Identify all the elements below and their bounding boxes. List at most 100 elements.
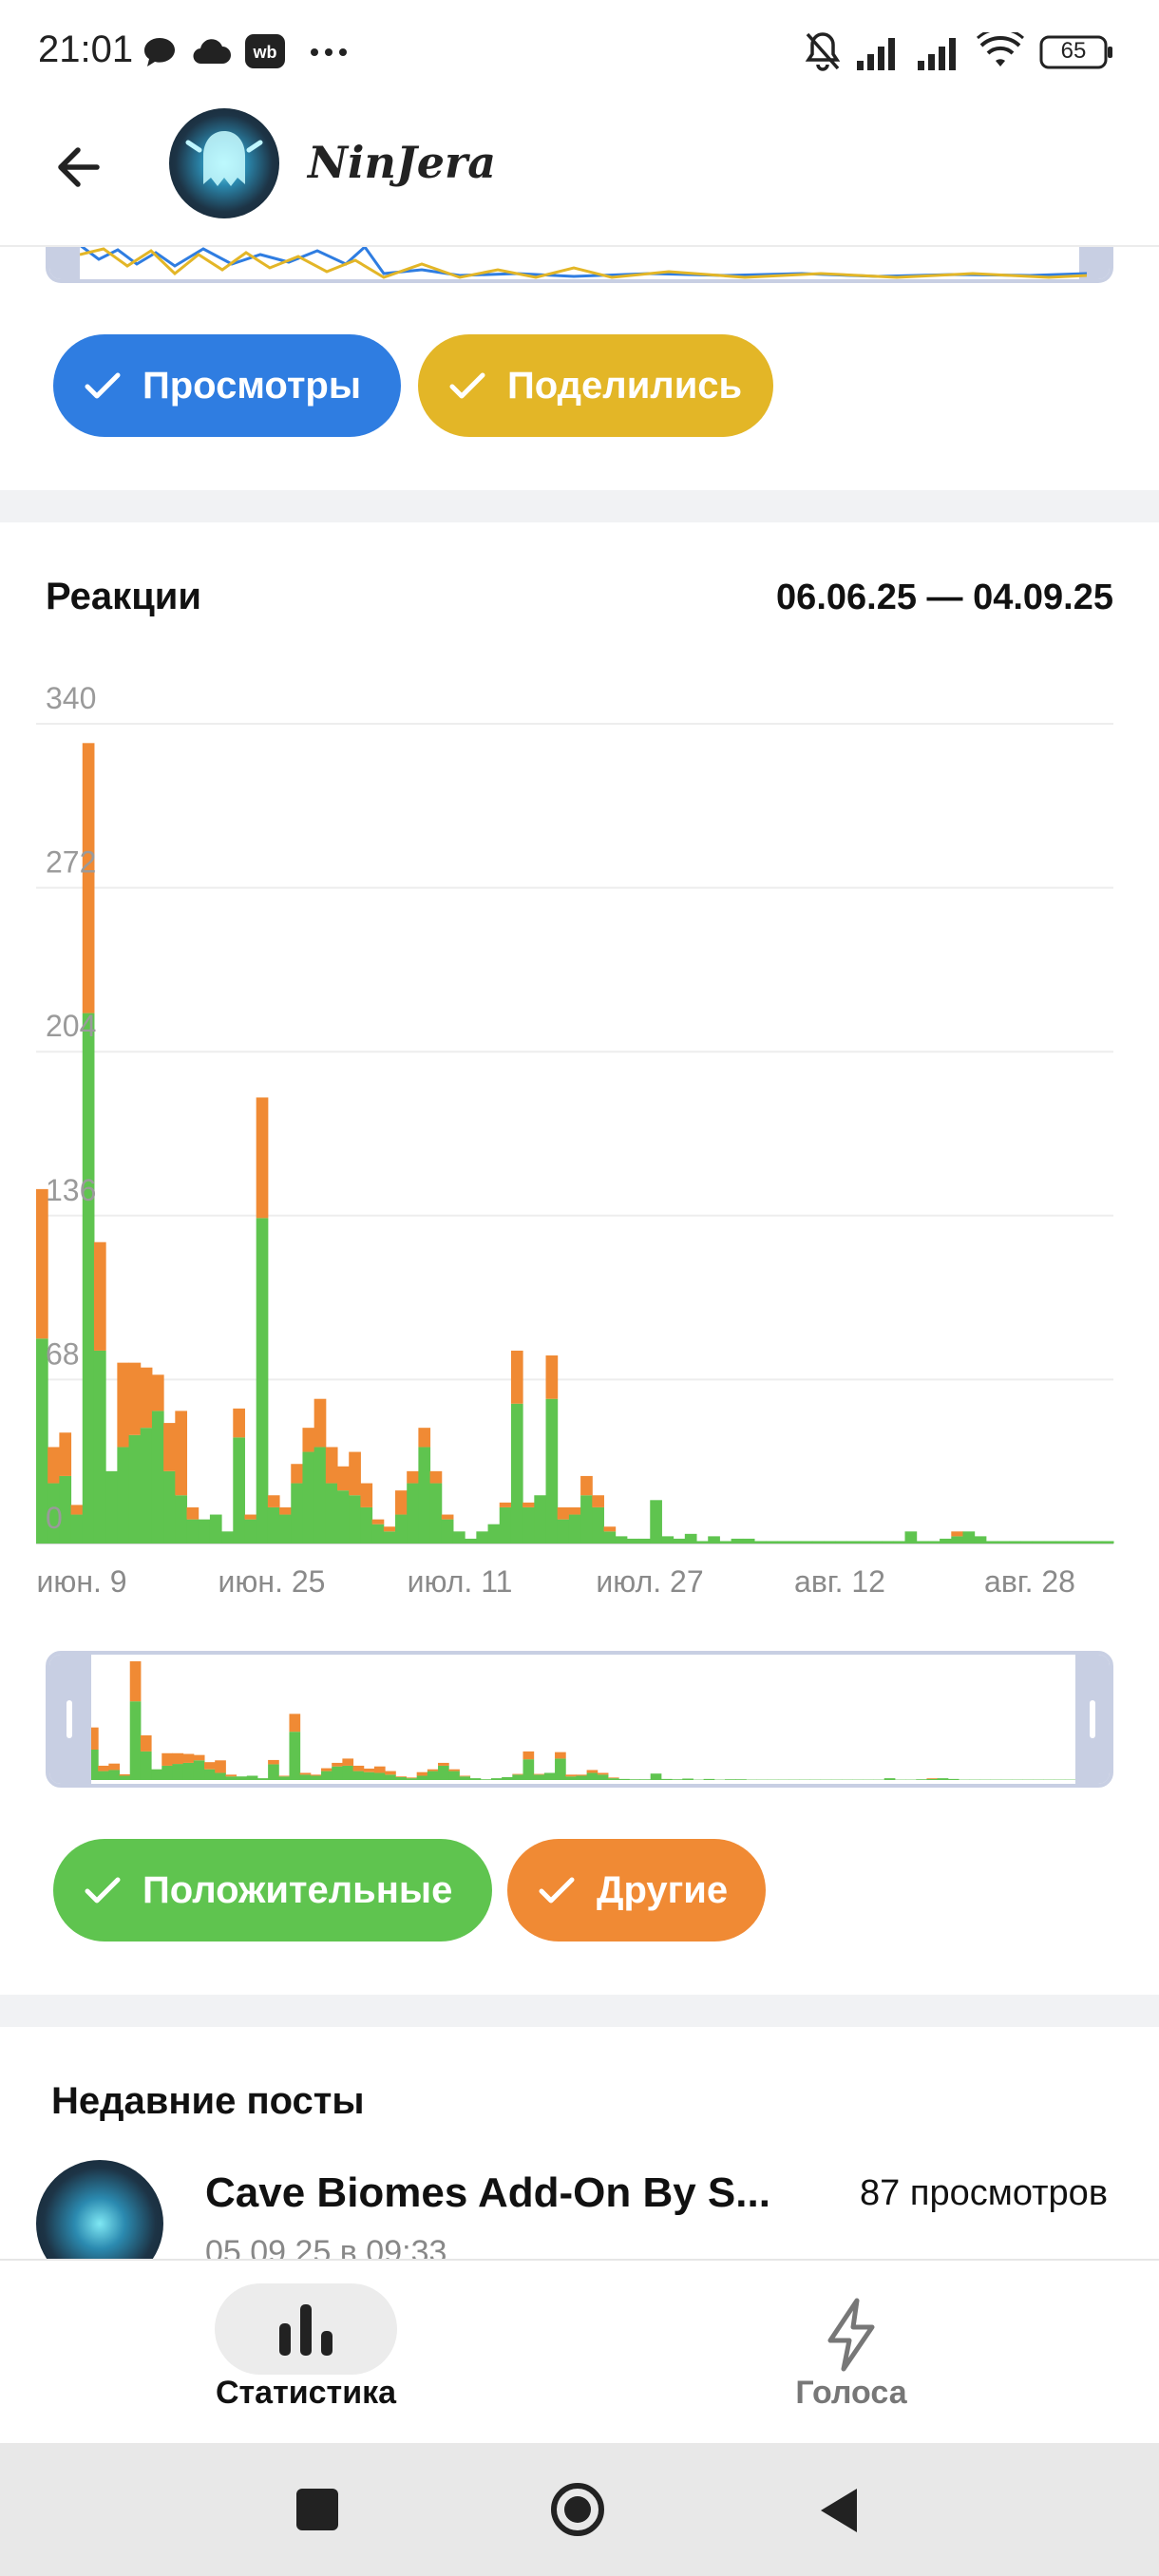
bar-positive[interactable] [360, 1506, 373, 1544]
reactions-chart[interactable]: 340 272 204 136 68 0 июн. 9 июн. 25 июл. 11 июл.… [0, 655, 1159, 1624]
bar-positive[interactable] [545, 1398, 559, 1544]
bar-other[interactable] [140, 1367, 153, 1429]
bar-other[interactable] [522, 1502, 535, 1507]
bar-positive[interactable] [592, 1506, 604, 1544]
bar-positive[interactable] [140, 1428, 153, 1544]
bar-positive[interactable] [1020, 1541, 1034, 1544]
bar-positive[interactable] [615, 1536, 628, 1544]
bar-other[interactable] [499, 1502, 512, 1507]
bar-positive[interactable] [186, 1519, 200, 1544]
tab-votes-label[interactable]: Голоса [795, 2375, 907, 2411]
bar-positive[interactable] [82, 1013, 95, 1544]
bar-positive[interactable] [117, 1447, 130, 1544]
bar-positive[interactable] [824, 1541, 836, 1544]
bar-positive[interactable] [846, 1541, 860, 1544]
bar-positive[interactable] [452, 1531, 466, 1544]
bar-other[interactable] [233, 1408, 245, 1438]
navigator-right-handle[interactable] [1075, 1655, 1110, 1784]
bar-positive[interactable] [36, 1338, 48, 1544]
bar-positive[interactable] [1055, 1541, 1068, 1544]
bar-positive[interactable] [626, 1538, 639, 1544]
bar-other[interactable] [117, 1362, 130, 1448]
bar-other[interactable] [36, 1188, 48, 1339]
bar-positive[interactable] [418, 1447, 431, 1544]
bar-positive[interactable] [557, 1519, 570, 1544]
bar-other[interactable] [93, 1241, 106, 1351]
bar-other[interactable] [82, 743, 95, 1013]
bar-positive[interactable] [59, 1475, 72, 1544]
reactions-date-range[interactable]: 06.06.25 — 04.09.25 [776, 578, 1113, 617]
bar-other[interactable] [279, 1506, 292, 1515]
bar-positive[interactable] [534, 1495, 547, 1544]
bar-positive[interactable] [256, 1218, 269, 1544]
bar-positive[interactable] [163, 1470, 176, 1544]
toggle-views[interactable]: Просмотры [53, 334, 401, 437]
bar-positive[interactable] [499, 1506, 512, 1544]
bar-positive[interactable] [940, 1538, 952, 1544]
bar-positive[interactable] [465, 1538, 477, 1544]
bar-positive[interactable] [48, 1483, 60, 1544]
bar-positive[interactable] [1067, 1541, 1079, 1544]
bar-positive[interactable] [510, 1403, 523, 1544]
bar-positive[interactable] [1090, 1541, 1103, 1544]
bar-other[interactable] [429, 1470, 443, 1484]
bar-positive[interactable] [441, 1519, 454, 1544]
bar-other[interactable] [175, 1411, 188, 1496]
bar-positive[interactable] [429, 1483, 443, 1544]
bar-other[interactable] [244, 1514, 257, 1520]
bar-positive[interactable] [337, 1490, 350, 1544]
bar-positive[interactable] [279, 1514, 292, 1544]
bar-other[interactable] [70, 1505, 84, 1515]
bar-positive[interactable] [1101, 1541, 1114, 1544]
bar-positive[interactable] [835, 1541, 848, 1544]
avatar[interactable] [169, 108, 279, 218]
bar-other[interactable] [360, 1483, 373, 1507]
bar-other[interactable] [568, 1506, 581, 1515]
bar-positive[interactable] [487, 1524, 501, 1544]
bar-other[interactable] [291, 1464, 303, 1484]
bar-other[interactable] [128, 1362, 142, 1435]
bar-other[interactable] [337, 1466, 350, 1491]
bar-positive[interactable] [916, 1541, 929, 1544]
bar-positive[interactable] [708, 1536, 720, 1544]
bar-positive[interactable] [754, 1541, 767, 1544]
bar-positive[interactable] [568, 1514, 581, 1544]
bar-positive[interactable] [985, 1541, 998, 1544]
bar-positive[interactable] [927, 1541, 940, 1544]
bar-positive[interactable] [603, 1531, 617, 1544]
home-circle-icon[interactable] [549, 2481, 606, 2538]
bar-positive[interactable] [1078, 1541, 1092, 1544]
bar-other[interactable] [267, 1495, 280, 1507]
bar-positive[interactable] [371, 1524, 385, 1544]
bar-positive[interactable] [93, 1350, 106, 1544]
bar-positive[interactable] [244, 1519, 257, 1544]
bar-positive[interactable] [673, 1538, 686, 1544]
bar-positive[interactable] [800, 1541, 813, 1544]
bar-other[interactable] [59, 1432, 72, 1476]
bar-positive[interactable] [974, 1536, 987, 1544]
bar-other[interactable] [186, 1506, 200, 1520]
bar-positive[interactable] [70, 1514, 84, 1544]
bar-positive[interactable] [638, 1538, 651, 1544]
bar-positive[interactable] [105, 1470, 118, 1544]
bar-positive[interactable] [1009, 1541, 1021, 1544]
bar-positive[interactable] [383, 1531, 396, 1544]
navigator-left-handle[interactable] [49, 1655, 91, 1784]
bar-positive[interactable] [221, 1531, 234, 1544]
bar-other[interactable] [151, 1374, 164, 1411]
bar-positive[interactable] [811, 1541, 825, 1544]
bar-positive[interactable] [209, 1514, 222, 1544]
bar-other[interactable] [418, 1428, 431, 1448]
bar-other[interactable] [580, 1475, 593, 1496]
bar-positive[interactable] [742, 1538, 755, 1544]
bar-other[interactable] [256, 1097, 269, 1219]
bar-positive[interactable] [175, 1495, 188, 1544]
bar-other[interactable] [407, 1470, 419, 1484]
bar-positive[interactable] [650, 1500, 662, 1544]
bar-positive[interactable] [395, 1514, 408, 1544]
bar-positive[interactable] [1043, 1541, 1056, 1544]
bar-positive[interactable] [128, 1434, 142, 1544]
bar-positive[interactable] [325, 1483, 338, 1544]
bar-positive[interactable] [684, 1533, 697, 1544]
bar-positive[interactable] [777, 1541, 790, 1544]
